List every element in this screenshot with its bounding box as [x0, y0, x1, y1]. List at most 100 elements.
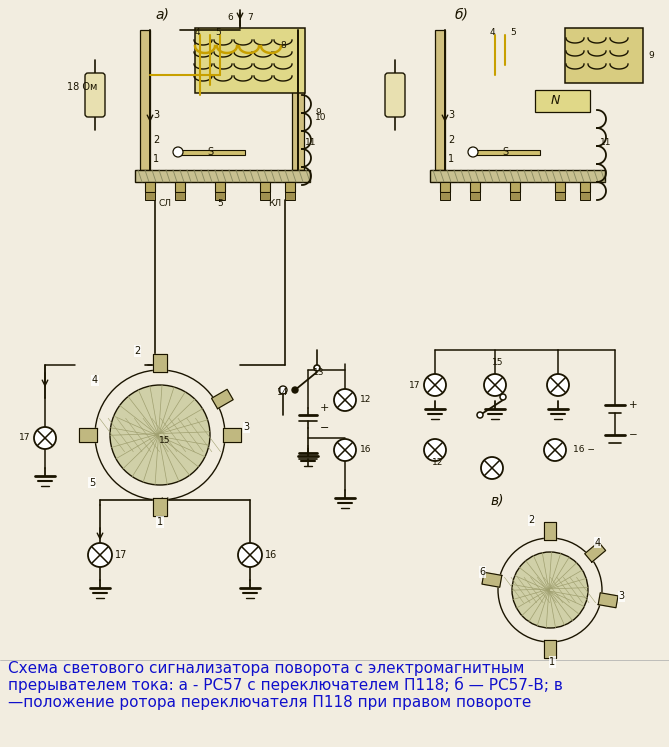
Text: КЛ: КЛ	[268, 199, 282, 208]
Polygon shape	[79, 428, 97, 442]
Circle shape	[173, 147, 183, 157]
Polygon shape	[153, 498, 167, 516]
Text: 1: 1	[157, 517, 163, 527]
Circle shape	[334, 389, 356, 411]
Bar	[215, 182, 225, 192]
Text: 7: 7	[247, 13, 253, 22]
Bar	[435, 30, 445, 170]
Text: 17: 17	[19, 433, 30, 442]
Circle shape	[334, 439, 356, 461]
Circle shape	[238, 543, 262, 567]
Polygon shape	[211, 389, 233, 409]
Text: прерывателем тока: а - РС57 с переключателем П118; б — РС57-В; в: прерывателем тока: а - РС57 с переключат…	[8, 677, 563, 693]
Polygon shape	[598, 593, 618, 608]
Bar	[285, 182, 295, 192]
Bar	[430, 170, 605, 182]
Text: 5: 5	[89, 477, 95, 488]
Circle shape	[34, 427, 56, 449]
Text: 5: 5	[217, 199, 223, 208]
Text: −: −	[320, 423, 329, 433]
Bar	[135, 170, 310, 182]
Text: в): в)	[490, 494, 504, 508]
Polygon shape	[544, 522, 556, 540]
Bar	[195, 28, 305, 93]
Bar	[470, 192, 480, 200]
Text: 1: 1	[448, 154, 454, 164]
Text: 4: 4	[195, 28, 201, 37]
FancyBboxPatch shape	[385, 73, 405, 117]
Text: 3: 3	[153, 110, 159, 120]
Bar	[565, 28, 643, 83]
Text: СЛ: СЛ	[159, 199, 171, 208]
Circle shape	[279, 386, 287, 394]
Bar	[555, 192, 565, 200]
Bar	[145, 182, 155, 192]
Bar	[555, 182, 565, 192]
Text: 18 Ом: 18 Ом	[67, 82, 98, 92]
Text: 4: 4	[490, 28, 496, 37]
Circle shape	[314, 365, 320, 371]
Circle shape	[88, 543, 112, 567]
Bar	[510, 182, 520, 192]
Text: Схема светового сигнализатора поворота с электромагнитным: Схема светового сигнализатора поворота с…	[8, 661, 524, 676]
FancyBboxPatch shape	[85, 73, 105, 117]
Polygon shape	[223, 428, 241, 442]
Bar	[470, 182, 480, 192]
Circle shape	[512, 552, 588, 628]
Text: 14: 14	[277, 388, 288, 397]
Text: 10: 10	[315, 113, 326, 122]
Text: 15: 15	[492, 358, 504, 367]
Text: N: N	[551, 94, 560, 107]
Text: 1: 1	[153, 154, 159, 164]
Text: 3: 3	[448, 110, 454, 120]
Bar	[580, 192, 590, 200]
Polygon shape	[153, 354, 167, 372]
Text: 5: 5	[510, 28, 516, 37]
Bar	[175, 182, 185, 192]
Text: 8: 8	[280, 41, 286, 50]
Text: 16: 16	[265, 550, 277, 560]
Text: 3: 3	[244, 422, 250, 433]
Text: 9: 9	[648, 51, 654, 60]
Text: 16: 16	[360, 445, 371, 454]
Bar	[510, 192, 520, 200]
Bar	[440, 182, 450, 192]
Text: 6: 6	[227, 13, 233, 22]
Text: 4: 4	[92, 375, 98, 385]
Polygon shape	[585, 542, 605, 562]
Text: —положение ротора переключателя П118 при правом повороте: —положение ротора переключателя П118 при…	[8, 695, 531, 710]
Circle shape	[468, 147, 478, 157]
Bar	[292, 30, 304, 170]
Text: −: −	[629, 430, 638, 440]
Bar	[140, 30, 150, 170]
Text: 2: 2	[448, 135, 454, 145]
Bar	[215, 192, 225, 200]
Polygon shape	[544, 640, 556, 658]
Text: 11: 11	[305, 138, 316, 147]
Text: 2: 2	[134, 346, 140, 356]
Bar	[145, 192, 155, 200]
Text: а): а)	[155, 7, 169, 21]
Text: 2: 2	[153, 135, 159, 145]
Circle shape	[95, 370, 225, 500]
Bar	[175, 192, 185, 200]
Circle shape	[484, 374, 506, 396]
Circle shape	[110, 385, 210, 485]
Bar	[285, 192, 295, 200]
Bar	[580, 182, 590, 192]
Circle shape	[477, 412, 483, 418]
Text: 16 −: 16 −	[573, 445, 595, 454]
Bar	[260, 192, 270, 200]
Polygon shape	[482, 572, 502, 587]
Text: 17: 17	[115, 550, 127, 560]
Text: S: S	[207, 147, 213, 157]
Bar	[440, 192, 450, 200]
Text: 15: 15	[159, 436, 171, 445]
Text: 3: 3	[619, 592, 625, 601]
Bar	[260, 182, 270, 192]
Bar	[470, 150, 540, 155]
Text: 6: 6	[479, 567, 486, 577]
Text: 9: 9	[315, 108, 320, 117]
Text: 1: 1	[549, 657, 555, 667]
Text: 12: 12	[432, 458, 444, 467]
